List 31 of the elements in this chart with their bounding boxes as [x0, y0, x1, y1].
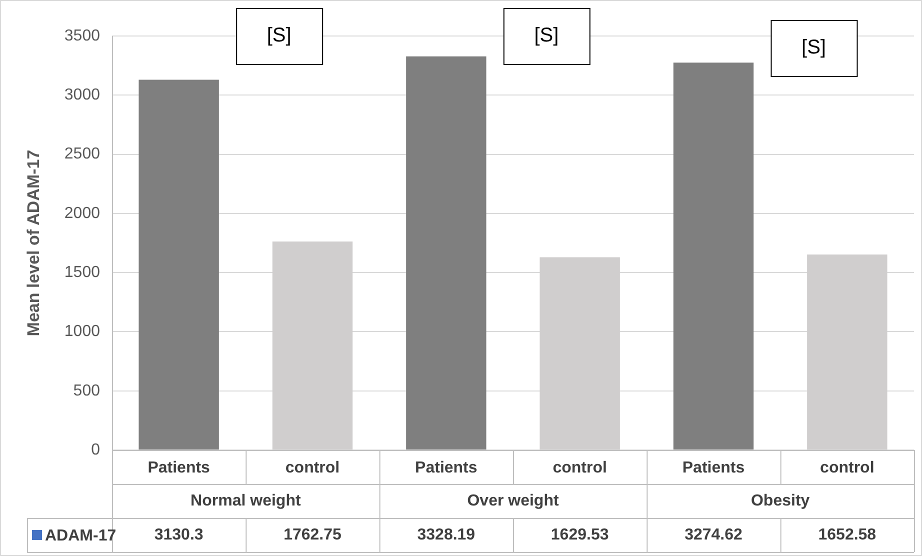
x-tick-label: control [552, 459, 607, 476]
text: Obesity [750, 492, 810, 510]
y-tick-label: 2000 [64, 204, 100, 222]
data-label: 1762.75 [284, 526, 342, 544]
y-tick-label: 500 [73, 382, 100, 400]
data-label: 3130.3 [154, 526, 204, 544]
x-tick-label: Patients [148, 459, 210, 476]
y-tick-label: 2500 [64, 146, 100, 163]
annotation: [S] [266, 24, 292, 47]
y-tick-label: 3500 [64, 27, 100, 44]
data-label: 3328.19 [417, 526, 476, 544]
bar [406, 56, 486, 450]
data-label: 1629.53 [550, 526, 609, 544]
text: Over weight [467, 492, 560, 510]
y-tick-label: 3000 [64, 86, 100, 104]
bar [673, 62, 754, 450]
y-tick-label: 1000 [64, 323, 100, 340]
annotation: [S] [802, 36, 826, 59]
data-label: 1652.58 [818, 526, 876, 544]
x-tick-label: control [285, 459, 340, 476]
y-axis-title: Mean level of ADAM-17 [24, 150, 43, 336]
annotation: [S] [534, 24, 559, 47]
x-tick-label: Patients [682, 459, 745, 476]
bar [138, 80, 219, 450]
y-tick-label: 1500 [64, 264, 100, 281]
y-tick-label: 0 [91, 441, 100, 458]
data-label: 3274.62 [684, 526, 743, 544]
text: ADAM-17 [45, 527, 116, 544]
x-tick-label: control [820, 459, 874, 476]
x-tick-label: Patients [415, 459, 478, 476]
text: Normal weight [190, 492, 302, 510]
